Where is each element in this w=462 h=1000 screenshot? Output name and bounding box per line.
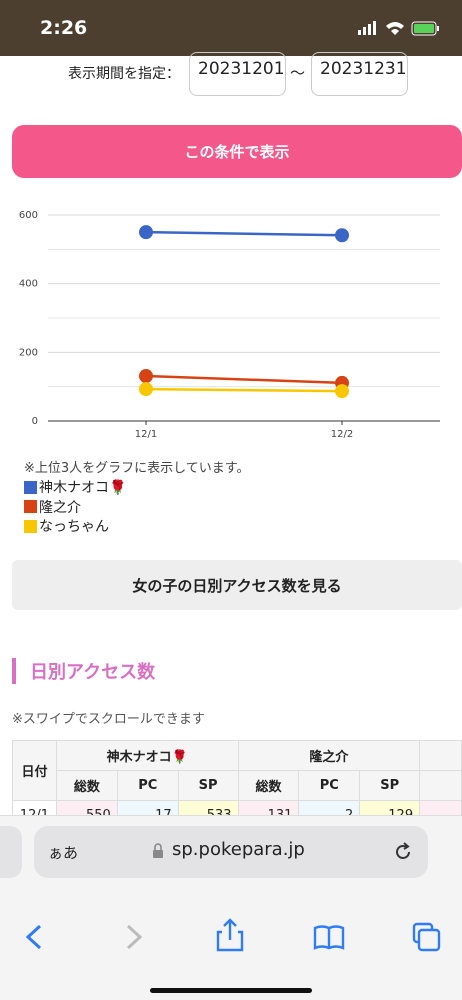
column-header: 総数 (55, 770, 118, 801)
y-tick-label: 600 (19, 210, 38, 221)
period-label: 表示期間を指定： (68, 66, 180, 82)
chart-note: ※上位3人をグラフに表示しています。 (24, 461, 250, 476)
url: sp.pokepara.jp (172, 839, 305, 860)
group-header: 神木ナオコ🌹 (55, 740, 239, 771)
status-bar: 2:26 (0, 0, 462, 56)
column-header: SP (177, 770, 239, 801)
clock: 2:26 (40, 17, 88, 39)
separator: 〜 (290, 64, 306, 82)
x-tick-label: 12/1 (135, 429, 157, 440)
legend-item: なっちゃん (24, 516, 109, 536)
legend-item: 隆之介 (24, 497, 81, 517)
share-button[interactable] (216, 918, 244, 952)
submit-button[interactable]: この条件で表示 (12, 125, 462, 178)
section-note: ※スワイプでスクロールできます (12, 712, 205, 727)
date-header: 日付 (12, 740, 57, 801)
back-button[interactable] (25, 924, 42, 950)
x-tick-label: 12/2 (331, 429, 353, 440)
legend-swatch (24, 519, 37, 533)
legend-label: 神木ナオコ🌹 (39, 480, 127, 496)
section-title: 日別アクセス数 (12, 658, 155, 684)
legend-label: 隆之介 (39, 499, 81, 516)
girls-access-button[interactable]: 女の子の日別アクセス数を見る (12, 560, 462, 610)
reload-icon[interactable] (392, 841, 414, 863)
y-tick-label: 0 (32, 416, 38, 427)
point (335, 384, 349, 399)
column-header: 総数 (237, 770, 300, 801)
point (139, 369, 153, 384)
point (139, 382, 153, 397)
end-date[interactable]: 20231231 (311, 52, 408, 96)
toolbar (25, 918, 441, 952)
text-size-button[interactable]: ぁあ (48, 844, 79, 862)
column-header: SP (359, 770, 421, 801)
column-header: PC (298, 770, 361, 801)
series-line (145, 387, 343, 393)
legend-swatch (24, 500, 37, 513)
legend-item: 神木ナオコ🌹 (24, 477, 126, 497)
point (335, 228, 349, 243)
group-header (419, 740, 462, 771)
browser-bar: ぁあ sp.pokepara.jp (0, 815, 462, 1000)
home-indicator (150, 988, 312, 993)
legend-swatch (24, 480, 37, 494)
subheader-row: 総数 PC SP 総数 PC SP (13, 770, 462, 801)
column-header: PC (116, 770, 179, 801)
series-line (145, 374, 343, 385)
forward-button[interactable] (126, 924, 143, 950)
tab-edge (0, 826, 22, 878)
y-tick-label: 400 (19, 279, 38, 290)
legend-label: なっちゃん (39, 519, 109, 535)
status-icons (358, 21, 439, 36)
point (139, 225, 153, 240)
header-row: 日付 神木ナオコ🌹 隆之介 (12, 740, 462, 801)
y-tick-label: 200 (19, 347, 38, 358)
series-line (145, 230, 343, 237)
start-date[interactable]: 20231201 (189, 52, 286, 96)
group-header: 隆之介 (237, 740, 421, 771)
column-header (419, 770, 462, 801)
address-bar[interactable]: ぁあ sp.pokepara.jp (34, 826, 428, 878)
bookmarks-button[interactable] (313, 925, 345, 950)
chart: 0 200 400 600 12/1 12/2 (19, 210, 440, 440)
lock-icon (153, 843, 163, 858)
